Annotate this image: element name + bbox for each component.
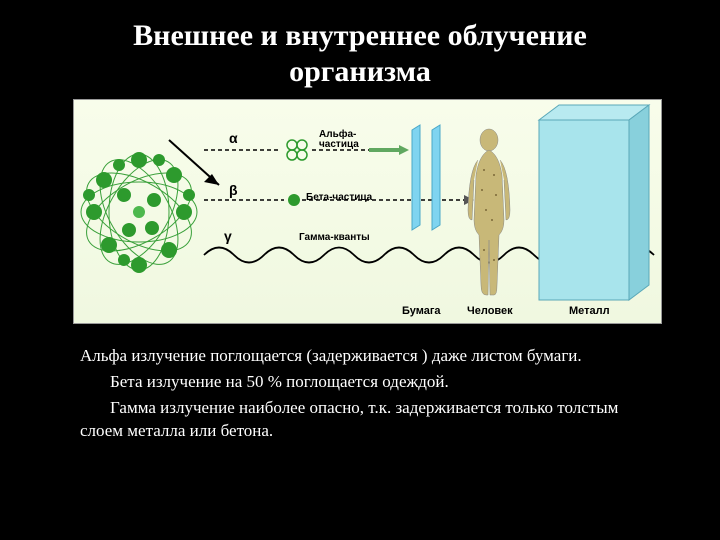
metal-label: Металл	[569, 305, 610, 317]
beta-label: Бета-частица	[306, 192, 372, 203]
alpha-symbol: α	[229, 130, 238, 146]
title-line-2: организма	[0, 54, 720, 90]
radiation-diagram: α β γ Альфа- частица Бета-частица Гамма-…	[73, 99, 662, 324]
paper-barrier	[412, 125, 440, 230]
gamma-label: Гамма-кванты	[299, 232, 370, 243]
human-barrier	[468, 129, 510, 295]
beta-symbol: β	[229, 182, 238, 198]
body-alpha: Альфа излучение поглощается (задерживает…	[80, 344, 640, 368]
gamma-symbol: γ	[224, 228, 232, 244]
paper-label: Бумага	[402, 305, 441, 317]
body-text: Альфа излучение поглощается (задерживает…	[80, 344, 640, 445]
metal-barrier	[539, 105, 649, 300]
slide-title: Внешнее и внутреннее облучение организма	[0, 0, 720, 90]
body-beta: Бета излучение на 50 % поглощается одежд…	[80, 370, 640, 394]
title-line-1: Внешнее и внутреннее облучение	[0, 18, 720, 54]
diagram-svg	[74, 100, 663, 325]
alpha-label: Альфа- частица	[319, 130, 359, 150]
radiation-source	[74, 147, 204, 277]
body-gamma: Гамма излучение наиболее опасно, т.к. за…	[80, 396, 640, 444]
human-label: Человек	[467, 305, 513, 317]
